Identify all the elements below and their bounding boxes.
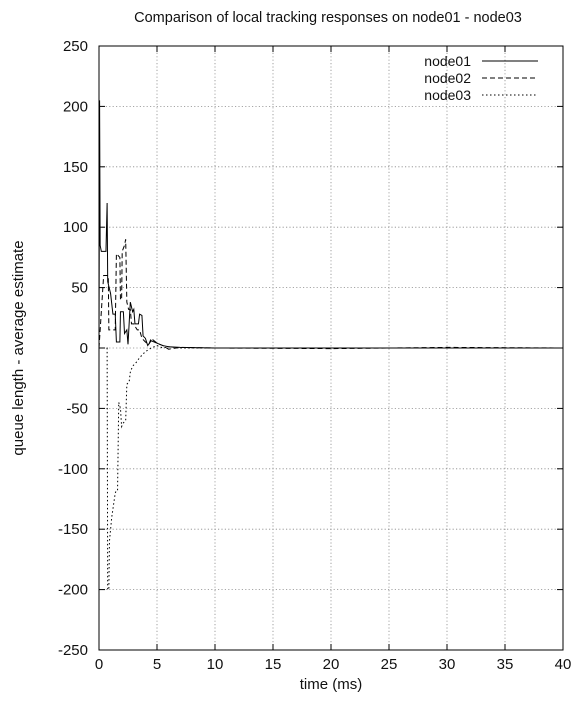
chart-title: Comparison of local tracking responses o…	[134, 10, 522, 26]
series-layer	[98, 100, 564, 591]
series-line-node01	[98, 100, 563, 349]
x-tick-label: 40	[555, 656, 572, 673]
x-tick-label: 20	[323, 656, 340, 673]
x-tick-label: 10	[207, 656, 224, 673]
y-tick-label: 50	[71, 280, 88, 297]
y-tick-label: 200	[63, 98, 88, 115]
x-tick-label: 15	[265, 656, 282, 673]
y-tick-label: 150	[63, 159, 88, 176]
legend-label-node03: node03	[424, 87, 471, 103]
x-tick-label: 35	[497, 656, 514, 673]
y-tick-label: 250	[63, 38, 88, 55]
y-tick-label: 100	[63, 219, 88, 236]
y-tick-label: -250	[58, 642, 88, 659]
y-tick-label: -50	[66, 400, 88, 417]
x-tick-label: 5	[153, 656, 161, 673]
grid-layer	[99, 46, 563, 650]
y-tick-label: -150	[58, 521, 88, 538]
y-tick-label: 0	[80, 340, 88, 357]
x-tick-label: 0	[95, 656, 103, 673]
x-axis-title: time (ms)	[300, 676, 363, 693]
legend-label-node01: node01	[424, 53, 471, 69]
y-tick-label: -100	[58, 461, 88, 478]
tick-layer: 0 5 10 15 20 25 30 35 40 250 200 150 100 50 0 -50 -100 -1…	[58, 38, 571, 673]
x-tick-label: 25	[381, 656, 398, 673]
series-line-node02	[98, 239, 564, 350]
y-axis-title: queue length - average estimate	[10, 240, 27, 455]
y-tick-label: -200	[58, 582, 88, 599]
legend-label-node02: node02	[424, 70, 471, 86]
x-tick-label: 30	[439, 656, 456, 673]
